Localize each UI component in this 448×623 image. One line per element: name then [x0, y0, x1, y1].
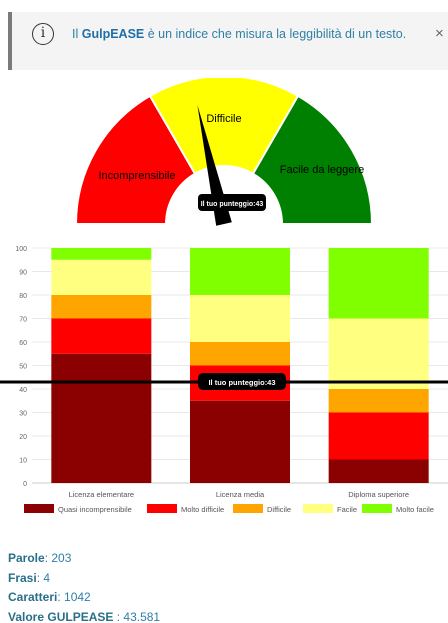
legend-label: Facile	[337, 505, 357, 514]
bar-segment	[190, 400, 290, 483]
x-tick-label: Licenza media	[216, 490, 265, 499]
y-tick-label: 50	[19, 364, 27, 371]
bar-segment	[328, 412, 429, 460]
bar-segment	[51, 318, 152, 354]
gauge-score-label: Il tuo punteggio:43	[201, 201, 264, 208]
info-alert: i Il GulpEASE è un indice che misura la …	[8, 12, 448, 70]
bar-segment	[190, 248, 290, 295]
brand-name: GulpEASE	[81, 27, 145, 41]
readability-gauge: Incomprensibile Difficile Facile da legger…	[74, 78, 374, 226]
legend-swatch	[362, 504, 392, 513]
y-tick-label: 80	[19, 293, 27, 300]
stat-frasi: Frasi: 4	[8, 570, 51, 585]
legend-label: Quasi incomprensibile	[58, 505, 132, 514]
gauge-segment-facile	[251, 94, 374, 225]
legend-swatch	[147, 504, 177, 513]
stat-frasi-label: Frasi	[8, 570, 37, 585]
stat-parole: Parole: 203	[8, 551, 72, 565]
y-tick-label: 40	[19, 387, 27, 394]
y-tick-label: 20	[19, 434, 27, 441]
stacked-bar-chart: 0 10 20 30 40 50 60 70 80 90 100 Licenza elementare…	[0, 246, 448, 514]
gauge-label: Facile da leggere	[280, 164, 364, 176]
legend-label: Difficile	[267, 505, 291, 514]
bar-segment	[190, 295, 290, 342]
legend-swatch	[233, 504, 263, 513]
y-tick-label: 30	[19, 411, 27, 418]
legend-swatch	[303, 504, 333, 513]
stat-caratteri: Caratteri: 1042	[8, 590, 91, 604]
y-tick-label: 90	[19, 270, 27, 277]
score-reference-box	[198, 372, 286, 390]
stat-caratteri-value: 1042	[64, 590, 91, 604]
y-tick-label: 70	[19, 317, 27, 324]
gauge-segment-incomprensibile	[74, 94, 197, 225]
stat-parole-value: 203	[51, 551, 72, 565]
gauge-label: Difficile	[206, 113, 241, 125]
bar-segment	[328, 459, 429, 483]
info-circle-icon: i	[32, 23, 54, 45]
bar-segment	[51, 295, 152, 319]
bar-segment	[51, 353, 152, 483]
info-description: è un indice che misura la leggibilità di…	[144, 27, 407, 41]
bar-segment	[328, 389, 429, 413]
x-tick-label: Licenza elementare	[69, 490, 134, 499]
stat-frasi-value: 4	[43, 570, 51, 585]
info-text: Il GulpEASE è un indice che misura la le…	[72, 27, 407, 41]
y-tick-label: 60	[19, 340, 27, 347]
stat-caratteri-label: Caratteri	[8, 590, 58, 604]
gauge-score-box	[198, 194, 266, 211]
bar-segment	[51, 259, 152, 295]
bar-segment	[190, 342, 290, 366]
y-tick-label: 0	[23, 481, 27, 488]
legend-swatch	[24, 504, 54, 513]
stat-parole-label: Parole	[8, 551, 45, 565]
x-tick-label: Diploma superiore	[348, 490, 409, 499]
stats-panel: Parole: 203 Frasi: 4 Caratteri: 1042 Val…	[8, 549, 160, 623]
gauge-label: Incomprensibile	[98, 170, 175, 182]
legend-label: Molto difficile	[181, 505, 224, 514]
score-reference-label: Il tuo punteggio:43	[208, 378, 275, 387]
legend-label: Molto facile	[396, 505, 434, 514]
stat-valore-value: 43.581	[123, 609, 161, 623]
y-tick-label: 100	[15, 246, 27, 253]
bar-segment	[51, 248, 152, 260]
stat-valore-label: Valore GULPEASE	[8, 609, 114, 623]
close-icon[interactable]: ×	[435, 25, 444, 42]
y-tick-label: 10	[19, 458, 27, 465]
bar-segment	[328, 248, 429, 319]
stat-valore: Valore GULPEASE : 43.581	[8, 609, 161, 623]
bar-segment	[328, 318, 429, 389]
